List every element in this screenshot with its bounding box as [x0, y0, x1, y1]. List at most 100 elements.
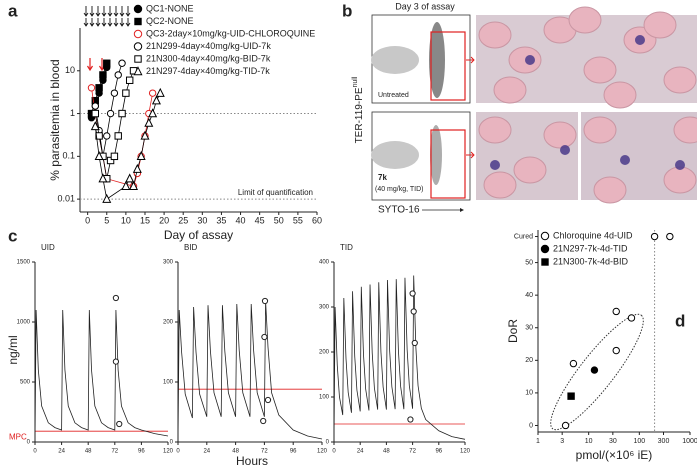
legend-label: QC2-NONE: [146, 16, 194, 26]
x-tick-label: 72: [261, 449, 268, 455]
cell: [583, 56, 617, 84]
marker: [106, 109, 115, 118]
legend-marker: [540, 231, 550, 241]
marker: [264, 396, 272, 404]
cell: [478, 116, 512, 144]
legend-marker: [134, 55, 142, 63]
x-tick-label: 45: [255, 215, 265, 225]
cell: [513, 156, 547, 184]
marker: [612, 307, 620, 316]
marker: [114, 71, 122, 79]
legend-label: 21N300-4day×40mg/kg-BID-7k: [146, 53, 271, 63]
marker: [110, 89, 119, 97]
legend-marker: [133, 29, 143, 39]
gate: [430, 129, 466, 199]
marker: [98, 173, 108, 183]
legend-label: 21N300-7k-4d-BID: [553, 256, 629, 266]
y-axis-label: DoR: [506, 319, 520, 343]
subtitle: TID: [340, 243, 353, 252]
legend-label: Chloroquine 4d-UID: [553, 230, 633, 240]
marker: [136, 151, 146, 161]
x-tick-label: 5: [104, 215, 109, 225]
y-tick-label: 300: [319, 305, 330, 311]
panel-label: a: [8, 1, 18, 20]
x-tick-label: 1: [536, 438, 540, 445]
y-tick-label: 400: [319, 260, 330, 266]
marker: [118, 59, 126, 67]
marker: [95, 132, 103, 140]
label-text: TER-119-PE: [354, 87, 365, 143]
y-axis-label: ng/ml: [6, 335, 20, 364]
marker: [102, 193, 112, 203]
marker: [99, 71, 107, 79]
legend-marker: [541, 258, 549, 266]
legend-label: QC1-NONE: [146, 3, 194, 13]
x-tick-label: 20: [159, 215, 169, 225]
legend-label: 21N299-4day×40mg/kg-UID-7k: [146, 41, 271, 51]
marker: [121, 180, 131, 190]
y-tick-label: 0: [27, 440, 31, 446]
x-tick-label: 10: [585, 438, 593, 445]
x-tick-label: 72: [111, 449, 118, 455]
arrow: [460, 208, 464, 212]
arrow: [466, 56, 475, 64]
y-tick-label: 1: [70, 108, 75, 118]
x-axis-label: Day of assay: [164, 228, 233, 242]
legend-marker: [133, 66, 143, 76]
marker: [155, 87, 165, 97]
marker: [410, 308, 417, 315]
marker: [148, 108, 158, 118]
flow-label: (40 mg/kg, TID): [375, 186, 424, 193]
y-tick-label: 10: [65, 65, 75, 75]
arrow: [466, 151, 475, 159]
legend-marker: [133, 42, 143, 51]
x-tick-label: 96: [138, 449, 145, 455]
flow-label: Untreated: [378, 92, 409, 99]
y-tick-label: 100: [319, 395, 330, 401]
x-tick-label: 120: [460, 449, 471, 455]
y-tick-label: 0: [529, 422, 533, 429]
parasite: [560, 145, 570, 155]
x-tick-label: 40: [236, 215, 246, 225]
x-tick-label: 15: [140, 215, 150, 225]
x-tick-label: 60: [312, 215, 322, 225]
marker: [125, 76, 134, 84]
micrographs: [476, 6, 697, 204]
x-tick-label: 0: [33, 449, 37, 455]
marker: [114, 132, 122, 140]
marker: [132, 163, 142, 173]
series-line: [177, 300, 323, 443]
marker: [110, 152, 119, 161]
x-tick-label: 25: [178, 215, 188, 225]
y-tick-label: 100: [163, 380, 174, 386]
marker: [650, 232, 659, 241]
x-tick-label: 3: [560, 438, 564, 445]
series-line: [333, 275, 466, 443]
marker: [103, 59, 111, 67]
flow-cloud: [371, 141, 419, 169]
cell: [663, 66, 697, 94]
series-line: [34, 309, 169, 443]
marker: [261, 333, 268, 341]
x-tick-label: 96: [435, 449, 442, 455]
marker: [409, 290, 416, 297]
x-tick-label: 48: [232, 449, 239, 455]
parasite: [675, 160, 685, 170]
annotation: Limit of quantification: [238, 188, 313, 197]
marker: [612, 346, 620, 355]
y-tick-label: 0.1: [62, 151, 75, 161]
y-tick-label: 0.01: [57, 193, 75, 203]
dose-arrow: [95, 6, 101, 27]
x-tick-label: 55: [293, 215, 303, 225]
marker: [140, 130, 150, 140]
x-axis-label: SYTO-16: [378, 205, 420, 216]
legend-label: 21N297-7k-4d-TID: [553, 243, 628, 253]
subtitle: UID: [41, 243, 55, 252]
parasite: [525, 55, 535, 65]
x-tick-label: 300: [658, 438, 670, 445]
x-tick-label: 24: [58, 449, 65, 455]
y-tick-label: 40: [525, 292, 533, 299]
x-tick-label: 30: [197, 215, 207, 225]
panel-label: c: [8, 226, 17, 245]
